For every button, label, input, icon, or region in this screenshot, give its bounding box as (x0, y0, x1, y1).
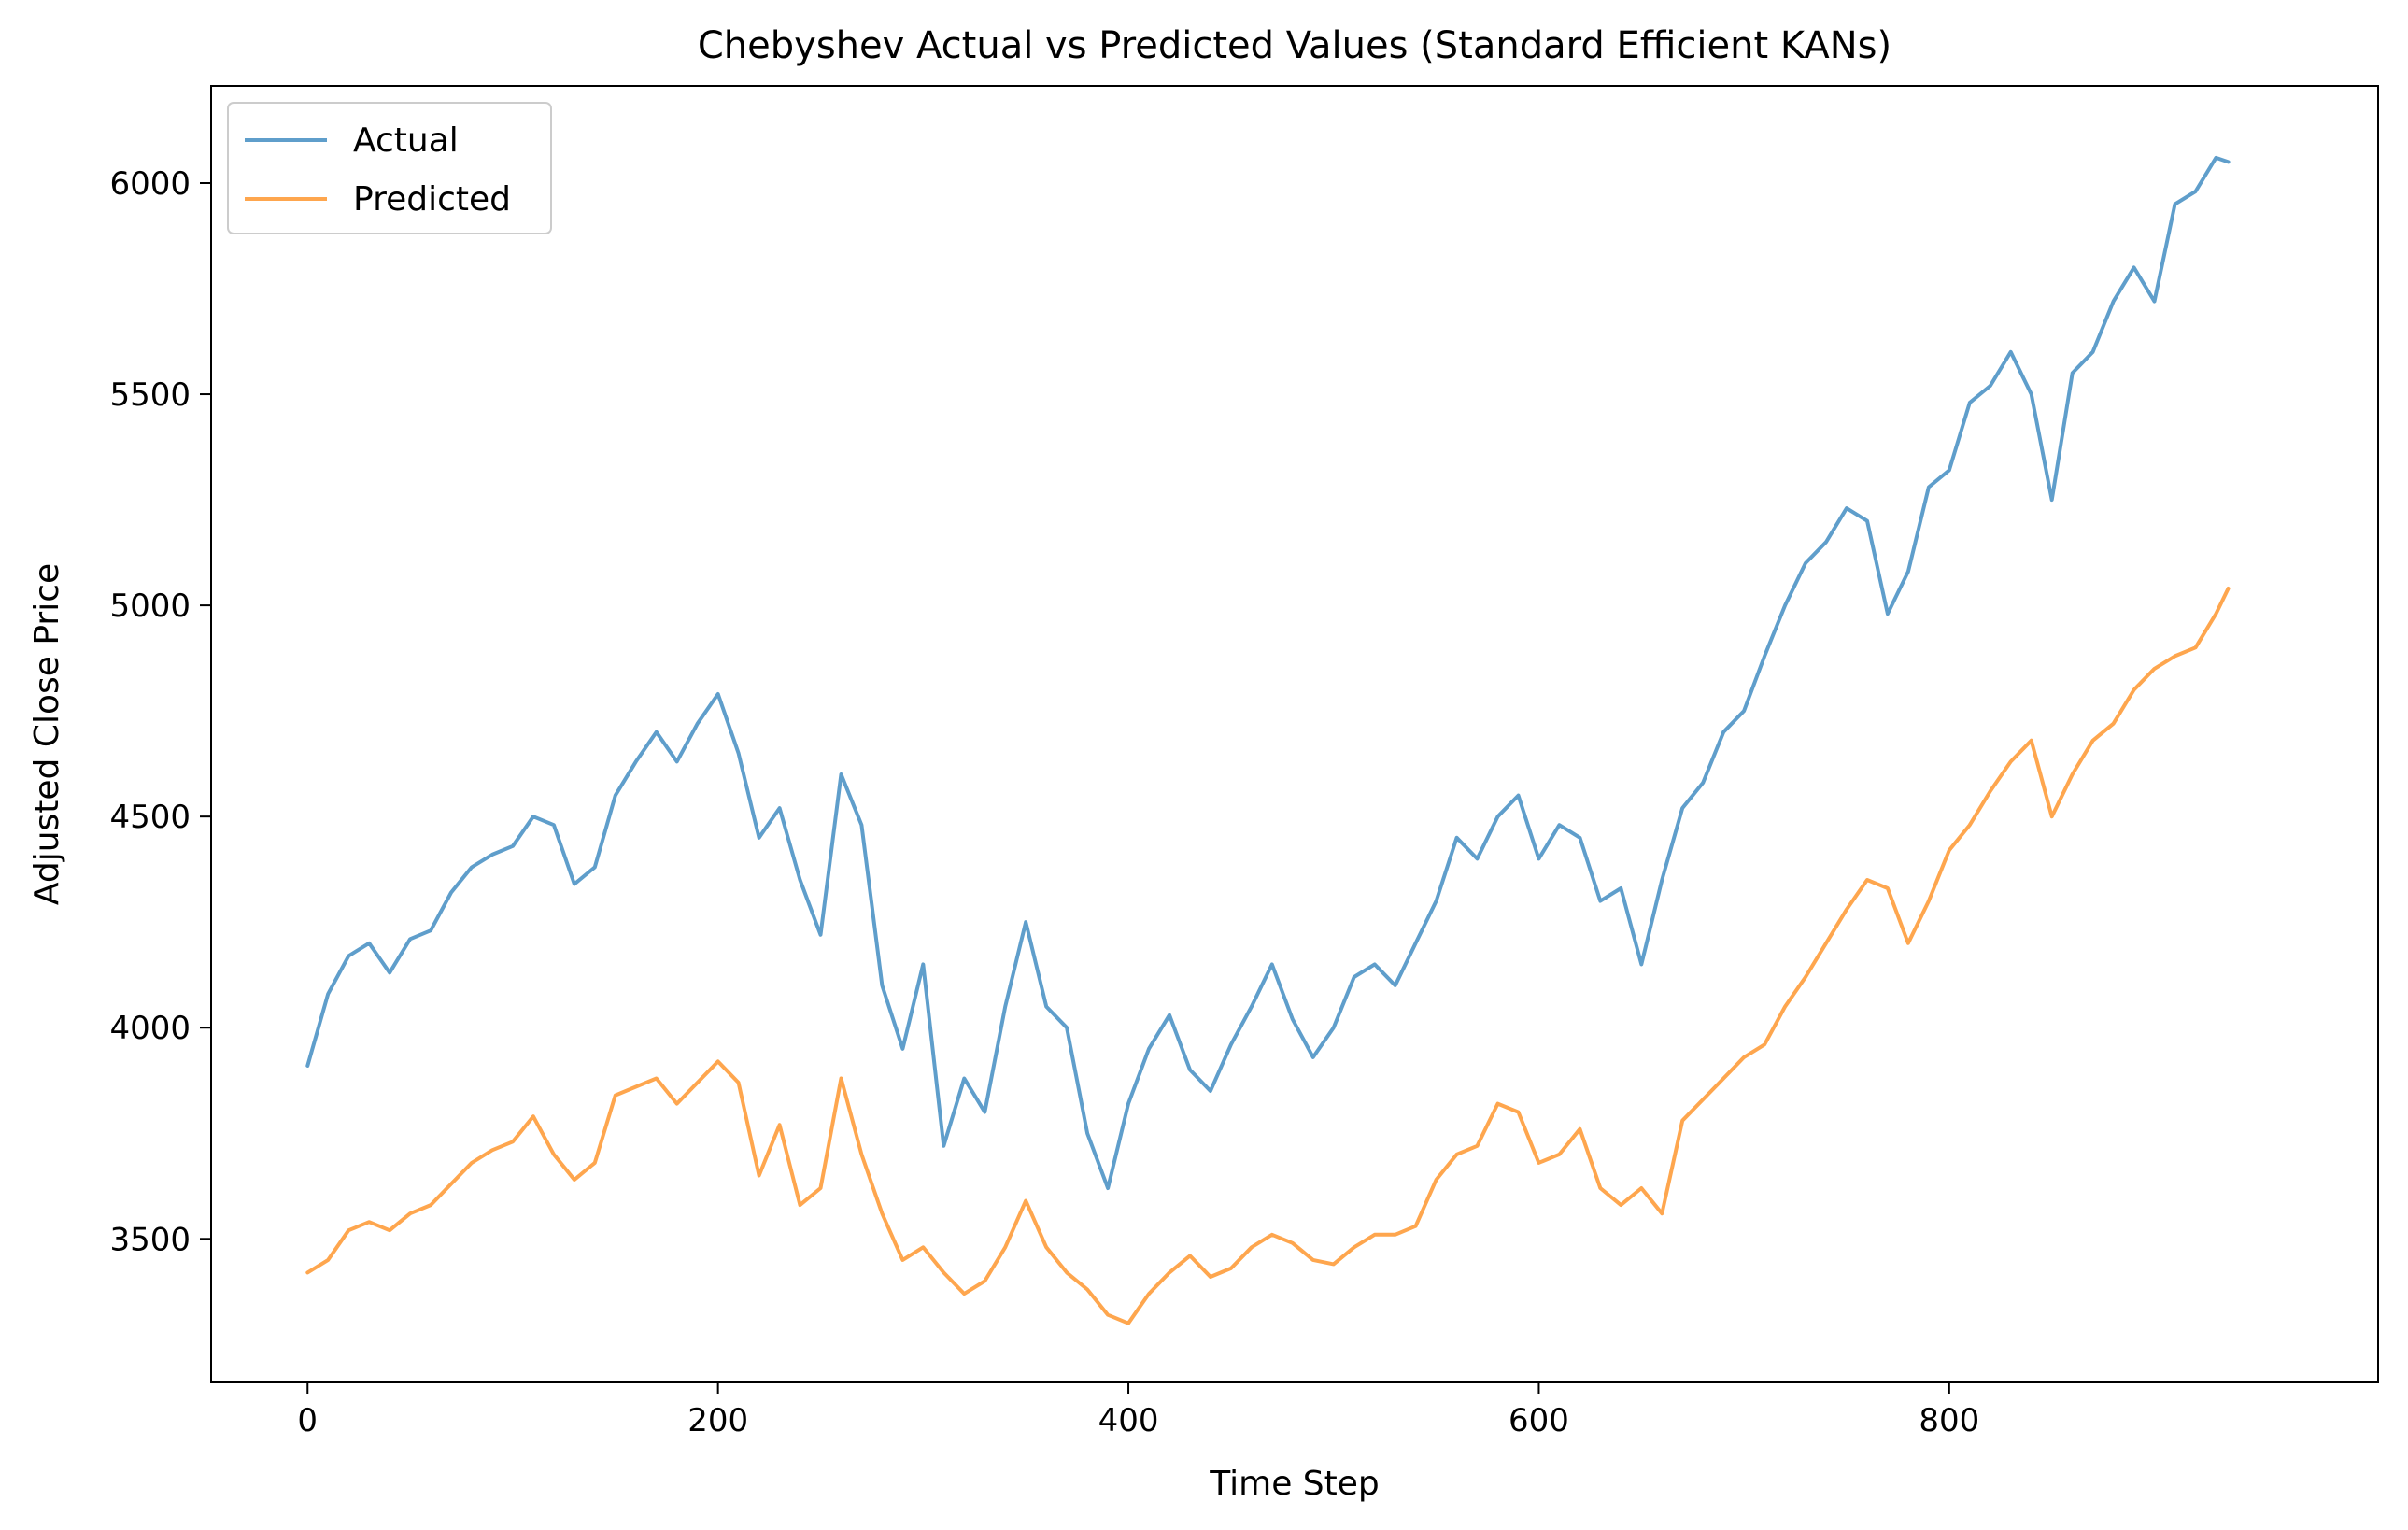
legend-label-predicted: Predicted (353, 180, 511, 219)
x-tick-label: 0 (297, 1402, 318, 1439)
y-tick-label: 3500 (109, 1221, 191, 1258)
chart-title: Chebyshev Actual vs Predicted Values (St… (698, 24, 1891, 67)
series-line-actual (305, 155, 2231, 1190)
plot-frame (210, 85, 2379, 1383)
x-tick-label: 800 (1919, 1402, 1979, 1439)
x-axis-label: Time Step (1209, 1465, 1380, 1503)
legend-label-actual: Actual (353, 121, 459, 160)
x-tick-label: 400 (1098, 1402, 1159, 1439)
y-axis: 3500 4000 4500 5000 5500 6000 (109, 165, 211, 1258)
y-axis-label: Adjusted Close Price (28, 563, 66, 905)
series-layer (305, 155, 2231, 1325)
x-axis: 0 200 400 600 800 (297, 1382, 1979, 1439)
x-tick-label: 600 (1509, 1402, 1569, 1439)
y-tick-label: 5500 (109, 376, 191, 414)
x-tick-label: 200 (687, 1402, 748, 1439)
legend: Actual Predicted (227, 102, 552, 234)
y-tick-label: 5000 (109, 588, 191, 625)
y-tick-label: 4000 (109, 1010, 191, 1047)
y-tick-label: 4500 (109, 799, 191, 836)
y-tick-label: 6000 (109, 165, 191, 203)
series-line-predicted (305, 587, 2231, 1325)
